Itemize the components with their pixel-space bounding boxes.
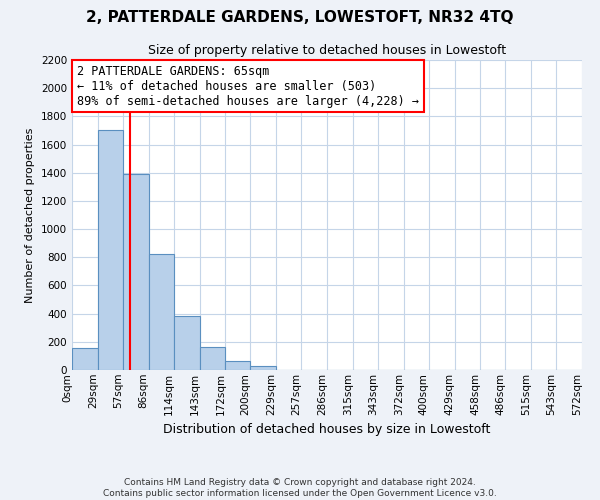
Bar — [98, 130, 123, 370]
Bar — [123, 174, 149, 370]
Text: 2, PATTERDALE GARDENS, LOWESTOFT, NR32 4TQ: 2, PATTERDALE GARDENS, LOWESTOFT, NR32 4… — [86, 10, 514, 25]
Y-axis label: Number of detached properties: Number of detached properties — [25, 128, 35, 302]
Bar — [226, 361, 250, 370]
Text: Contains HM Land Registry data © Crown copyright and database right 2024.
Contai: Contains HM Land Registry data © Crown c… — [103, 478, 497, 498]
Bar — [72, 348, 98, 370]
Bar — [199, 348, 226, 370]
Bar — [149, 254, 173, 370]
X-axis label: Distribution of detached houses by size in Lowestoft: Distribution of detached houses by size … — [163, 423, 491, 436]
Bar — [250, 366, 276, 370]
Bar — [173, 316, 199, 370]
Title: Size of property relative to detached houses in Lowestoft: Size of property relative to detached ho… — [148, 44, 506, 58]
Text: 2 PATTERDALE GARDENS: 65sqm
← 11% of detached houses are smaller (503)
89% of se: 2 PATTERDALE GARDENS: 65sqm ← 11% of det… — [77, 64, 419, 108]
